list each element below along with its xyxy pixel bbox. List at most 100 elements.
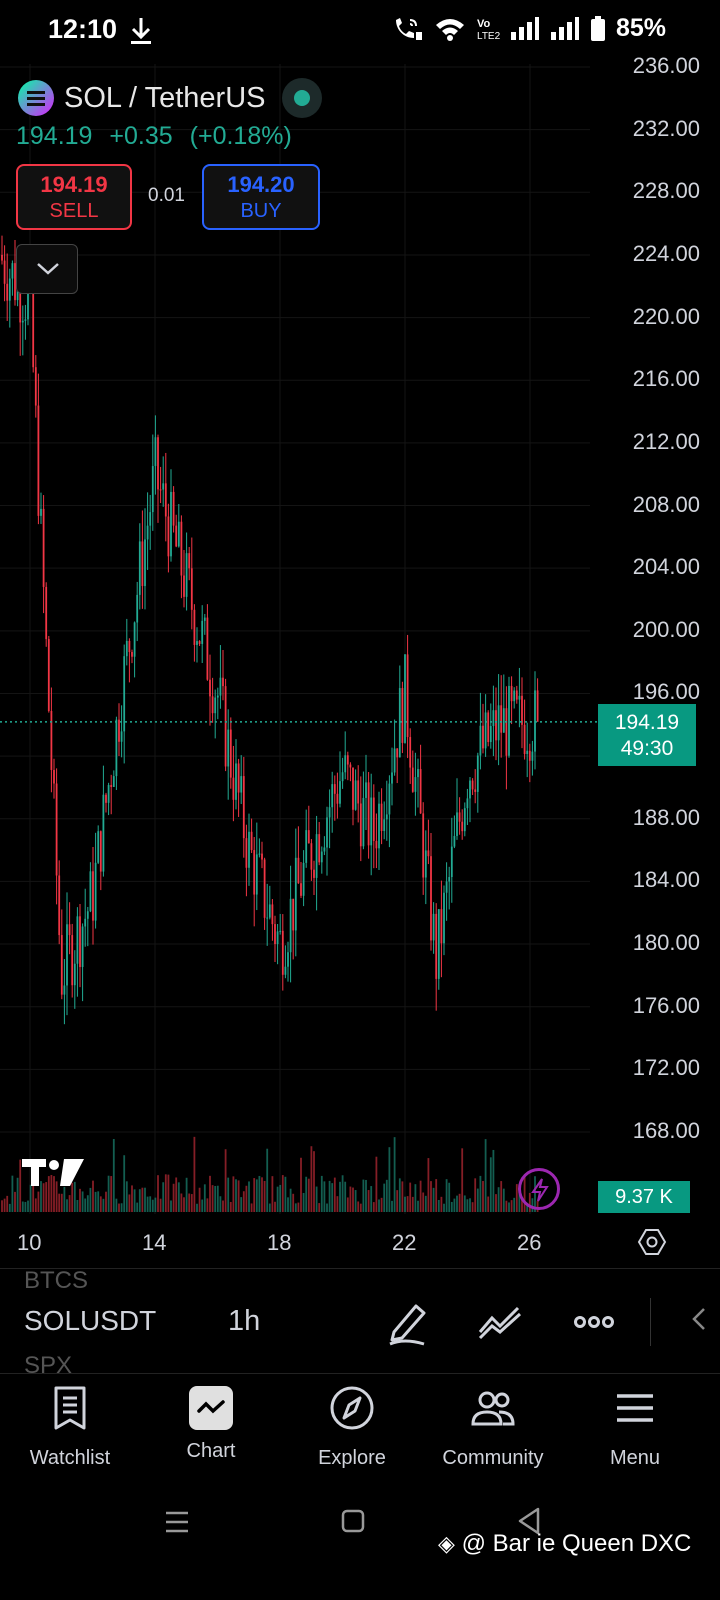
- volume-bar: [378, 1199, 380, 1212]
- candle-body: [523, 724, 526, 755]
- candle-body: [250, 831, 253, 851]
- indicators-icon[interactable]: [476, 1298, 524, 1346]
- candle-body: [172, 491, 175, 526]
- home-icon[interactable]: [340, 1508, 366, 1534]
- price-axis-label: 212.00: [632, 428, 700, 454]
- nav-explore[interactable]: Explore: [282, 1384, 422, 1470]
- nav-menu[interactable]: Menu: [565, 1384, 705, 1470]
- volume-bar: [180, 1193, 183, 1212]
- volume-bar: [354, 1190, 357, 1212]
- volume-bar: [372, 1202, 375, 1212]
- volume-bar: [422, 1192, 425, 1212]
- candle-body: [133, 622, 136, 657]
- volume-bar: [268, 1203, 271, 1212]
- buy-price: 194.20: [227, 172, 295, 197]
- volume-bar: [209, 1175, 211, 1212]
- recent-apps-icon[interactable]: [164, 1510, 190, 1534]
- volume-bar: [289, 1188, 292, 1212]
- price-axis-label: 232.00: [632, 115, 700, 141]
- volume-bar: [185, 1177, 188, 1212]
- symbol-header[interactable]: SOL / TetherUS: [18, 78, 322, 118]
- candle-body: [211, 696, 214, 714]
- price-axis-label: 204.00: [632, 554, 700, 580]
- interval-selector[interactable]: 1h: [228, 1305, 261, 1337]
- volume-bar: [32, 1176, 35, 1212]
- chevron-left-icon[interactable]: [690, 1306, 706, 1332]
- candle-body: [448, 877, 451, 882]
- more-options-icon[interactable]: [570, 1298, 618, 1346]
- symbol-selector[interactable]: SOLUSDT: [24, 1305, 157, 1336]
- sell-button[interactable]: 194.19 SELL: [16, 164, 132, 230]
- volume-bar: [261, 1177, 263, 1212]
- price-chart[interactable]: [0, 64, 720, 1240]
- volume-bar: [453, 1198, 456, 1212]
- price-axis-label: 168.00: [632, 1118, 700, 1143]
- sell-label: SELL: [49, 200, 99, 222]
- volume-bar: [461, 1148, 464, 1212]
- nav-chart[interactable]: Chart: [141, 1384, 281, 1463]
- drawing-pencil-icon[interactable]: [384, 1298, 432, 1346]
- quick-action-button[interactable]: [518, 1168, 560, 1210]
- candle-body: [58, 875, 61, 936]
- nav-watchlist[interactable]: Watchlist: [0, 1384, 140, 1470]
- volte-icon: Vo LTE2: [477, 18, 500, 42]
- candle-body: [354, 780, 357, 810]
- volume-bar: [24, 1201, 27, 1212]
- candle-body: [414, 777, 417, 792]
- volume-bar: [216, 1185, 219, 1212]
- candle-body: [224, 686, 227, 767]
- buy-button[interactable]: 194.20 BUY: [202, 164, 320, 230]
- volume-bar: [27, 1200, 29, 1212]
- volume-bar: [170, 1200, 172, 1212]
- candle-body: [482, 725, 484, 749]
- toolbar-separator: [650, 1298, 651, 1346]
- volume-bar: [120, 1203, 123, 1212]
- symbol-scroll-previous[interactable]: BTCS: [24, 1267, 89, 1288]
- volume-bar: [232, 1176, 235, 1212]
- volume-bar: [201, 1199, 204, 1212]
- back-icon[interactable]: [516, 1506, 542, 1536]
- volume-bar: [508, 1202, 510, 1212]
- volume-bar: [229, 1201, 232, 1212]
- status-time: 12:10: [48, 14, 118, 44]
- candle-body: [279, 930, 282, 932]
- volume-bar: [133, 1189, 136, 1212]
- candle-body: [391, 772, 393, 784]
- price-axis-label: 224.00: [632, 240, 700, 266]
- volume-bar: [510, 1200, 513, 1212]
- candle-body: [294, 857, 297, 931]
- candle-body: [84, 918, 87, 927]
- volume-bar: [68, 1195, 71, 1212]
- candlestick-chart[interactable]: [0, 64, 720, 1240]
- volume-bar: [450, 1201, 453, 1212]
- volume-bar: [164, 1174, 167, 1212]
- candle-body: [183, 575, 185, 597]
- candle-body: [203, 617, 206, 621]
- candle-body: [409, 737, 412, 768]
- date-axis-label: 18: [267, 1230, 292, 1255]
- volume-bar: [237, 1180, 240, 1212]
- candle-body: [123, 656, 126, 732]
- candle-body: [344, 755, 347, 773]
- candle-body: [97, 831, 100, 863]
- candle-body: [32, 276, 35, 368]
- collapse-legend-button[interactable]: [16, 244, 78, 294]
- volume-bar: [383, 1183, 386, 1212]
- candle-body: [458, 812, 461, 822]
- buy-label: BUY: [240, 200, 282, 222]
- chart-settings-icon[interactable]: [636, 1226, 668, 1258]
- candle-body: [411, 767, 414, 792]
- date-axis-label: 22: [392, 1230, 417, 1255]
- candle-body: [463, 808, 466, 832]
- candle-body: [21, 320, 24, 323]
- market-open-status-icon[interactable]: [281, 78, 322, 118]
- volume-bar: [346, 1197, 349, 1212]
- volume-bar: [154, 1197, 157, 1212]
- candle-body: [513, 690, 516, 702]
- nav-community[interactable]: Community: [423, 1384, 563, 1470]
- candle-body: [437, 909, 440, 979]
- candle-body: [227, 729, 230, 767]
- candle-body: [518, 695, 521, 700]
- symbol-title[interactable]: SOL / TetherUS: [64, 81, 266, 114]
- symbol-scroll-next[interactable]: SPX: [24, 1352, 73, 1374]
